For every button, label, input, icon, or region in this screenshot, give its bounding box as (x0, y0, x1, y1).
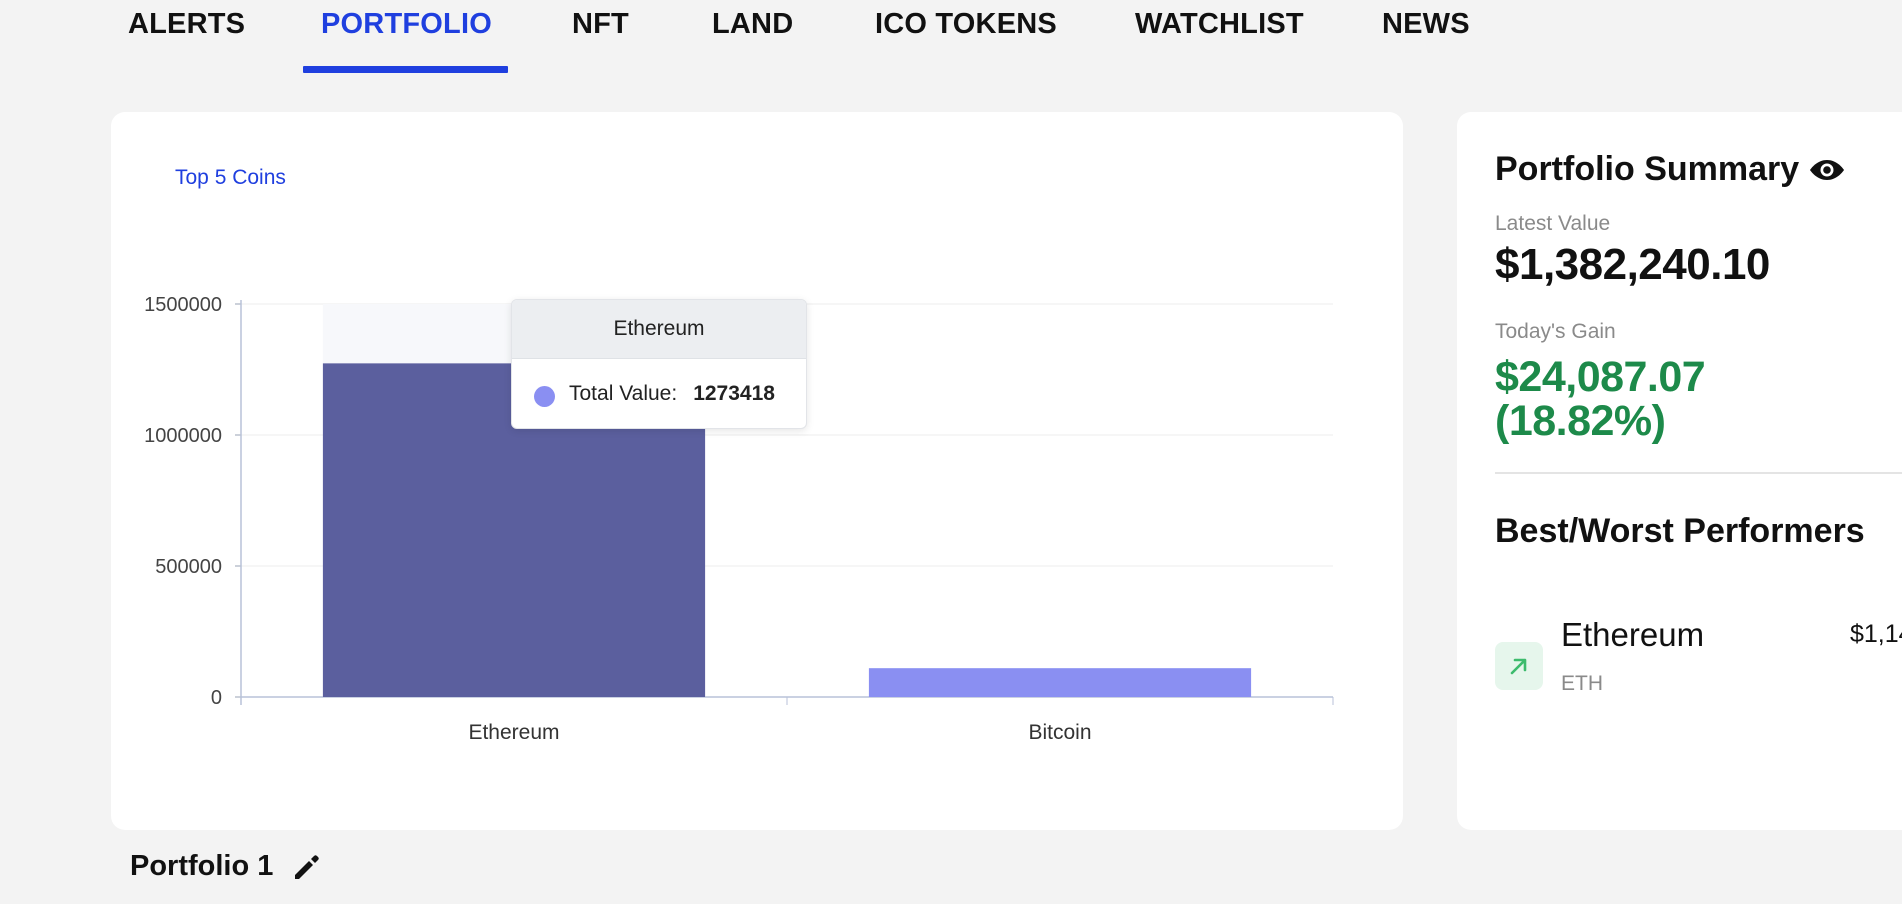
tab-watchlist[interactable]: WATCHLIST (1135, 8, 1304, 40)
tab-alerts[interactable]: ALERTS (128, 8, 246, 40)
tooltip-series-dot (534, 386, 555, 407)
y-tick-label: 1000000 (144, 425, 222, 447)
performer-trend-badge (1495, 642, 1543, 690)
portfolio-summary-title: Portfolio Summary (1495, 150, 1800, 188)
y-tick-label: 0 (211, 687, 222, 709)
performer-name[interactable]: Ethereum (1561, 616, 1705, 653)
tab-land[interactable]: LAND (712, 8, 794, 40)
arrow-up-right-icon (1510, 658, 1527, 675)
tab-ico-tokens[interactable]: ICO TOKENS (875, 8, 1057, 40)
tooltip-label: Total Value: (569, 381, 678, 405)
x-tick-label: Bitcoin (1028, 721, 1091, 744)
todays-gain-percent: (18.82%) (1495, 397, 1666, 445)
todays-gain-label: Today's Gain (1495, 320, 1616, 343)
bar-chart: 0 500000 1000000 1500000 Ethereum Bitcoin (144, 294, 1334, 744)
tab-portfolio[interactable]: PORTFOLIO (321, 8, 492, 40)
bar-bitcoin (868, 668, 1252, 697)
x-tick-label: Ethereum (468, 721, 559, 744)
performer-value: $1,14 (1850, 620, 1902, 648)
tooltip-body: Total Value: 1273418 (512, 359, 806, 428)
portfolio-summary-heading: Portfolio Summary (1495, 150, 1845, 189)
tooltip-title: Ethereum (512, 300, 806, 359)
top-coins-tab[interactable]: Top 5 Coins (175, 166, 286, 189)
latest-value: $1,382,240.10 (1495, 240, 1770, 289)
latest-value-label: Latest Value (1495, 212, 1611, 235)
y-tick-label: 1500000 (144, 294, 222, 316)
top-coins-card: Top 5 Coins 0 500000 1000000 1500000 Ethereu… (111, 112, 1403, 830)
portfolio-summary-card: Portfolio Summary Latest Value $1,382,24… (1457, 112, 1902, 830)
portfolio-name: Portfolio 1 (130, 850, 274, 882)
performer-symbol: ETH (1561, 672, 1603, 695)
performers-heading: Best/Worst Performers (1495, 512, 1865, 550)
tooltip-value: 1273418 (693, 381, 775, 405)
pencil-icon[interactable] (291, 851, 323, 883)
eye-icon[interactable] (1809, 158, 1845, 182)
y-tick-label: 500000 (155, 556, 222, 578)
top-nav: ALERTS PORTFOLIO NFT LAND ICO TOKENS WAT… (0, 0, 1902, 74)
tab-news[interactable]: NEWS (1382, 8, 1470, 40)
portfolio-name-row: Portfolio 1 (130, 850, 323, 883)
chart-tooltip: Ethereum Total Value: 1273418 (511, 299, 807, 429)
active-tab-indicator (303, 66, 508, 73)
todays-gain-amount: $24,087.07 (1495, 353, 1706, 401)
tab-nft[interactable]: NFT (572, 8, 629, 40)
summary-divider (1495, 472, 1902, 474)
